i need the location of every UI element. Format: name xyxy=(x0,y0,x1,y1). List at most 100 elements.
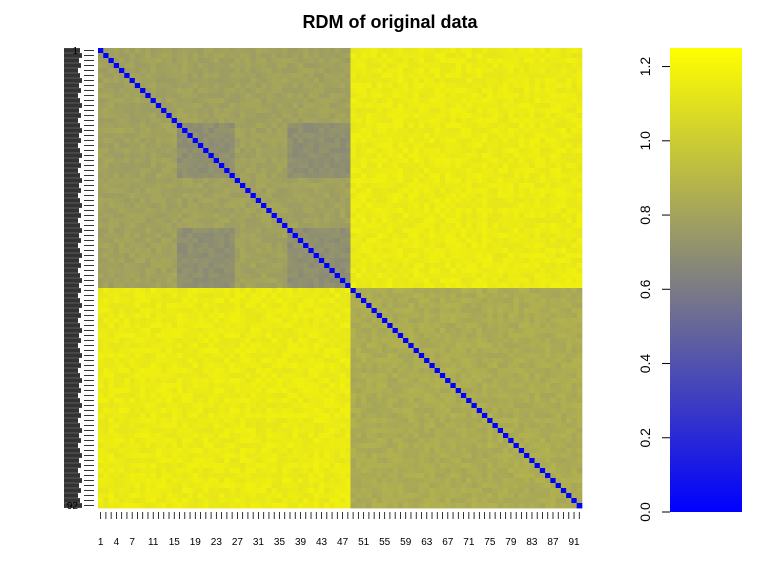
heatmap-cell xyxy=(98,208,104,214)
heatmap-cell xyxy=(539,303,546,309)
heatmap-cell xyxy=(334,188,341,194)
heatmap-cell xyxy=(387,133,393,139)
heatmap-cell xyxy=(292,108,299,114)
heatmap-cell xyxy=(534,83,541,89)
heatmap-cell xyxy=(261,253,267,259)
heatmap-cell xyxy=(481,303,488,309)
heatmap-cell xyxy=(134,83,141,89)
heatmap-cell xyxy=(376,273,383,279)
heatmap-cell xyxy=(119,98,125,104)
heatmap-cell xyxy=(292,73,299,79)
heatmap-cell xyxy=(129,208,136,214)
heatmap-cell xyxy=(366,178,372,184)
heatmap-cell xyxy=(403,213,409,219)
heatmap-cell xyxy=(192,228,199,234)
heatmap-cell xyxy=(445,293,451,299)
heatmap-cell xyxy=(508,128,514,134)
heatmap-cell xyxy=(203,58,209,64)
heatmap-cell xyxy=(329,103,336,109)
heatmap-cell xyxy=(529,123,535,129)
heatmap-cell xyxy=(418,98,425,104)
heatmap-cell xyxy=(550,103,557,109)
heatmap-cell xyxy=(434,198,441,204)
heatmap-cell xyxy=(297,253,304,259)
heatmap-cell xyxy=(413,243,420,249)
heatmap-cell xyxy=(197,63,204,69)
heatmap-cell xyxy=(224,273,230,279)
heatmap-cell xyxy=(318,238,325,244)
heatmap-cell xyxy=(492,298,499,304)
heatmap-cell xyxy=(345,113,351,119)
heatmap-cell xyxy=(318,78,325,84)
heatmap-cell xyxy=(240,258,246,264)
heatmap-cell xyxy=(113,303,120,309)
heatmap-cell xyxy=(418,188,425,194)
heatmap-cell xyxy=(403,163,409,169)
heatmap-cell xyxy=(350,163,357,169)
heatmap-cell xyxy=(318,258,325,264)
heatmap-cell xyxy=(261,78,267,84)
heatmap-cell xyxy=(266,263,272,269)
heatmap-cell xyxy=(161,248,167,254)
heatmap-cell xyxy=(460,263,467,269)
heatmap-cell xyxy=(324,198,330,204)
heatmap-cell xyxy=(255,303,262,309)
heatmap-cell xyxy=(387,203,393,209)
heatmap-cell xyxy=(313,288,320,294)
heatmap-cell xyxy=(450,143,457,149)
heatmap-cell xyxy=(255,288,262,294)
heatmap-cell xyxy=(371,158,378,164)
heatmap-cell xyxy=(292,203,299,209)
heatmap-cell xyxy=(376,123,383,129)
heatmap-cell xyxy=(224,93,230,99)
heatmap-cell xyxy=(487,233,493,239)
heatmap-cell xyxy=(234,58,241,64)
heatmap-cell xyxy=(466,273,472,279)
heatmap-cell xyxy=(397,168,404,174)
heatmap-cell xyxy=(271,83,278,89)
heatmap-cell xyxy=(145,208,151,214)
heatmap-cell xyxy=(324,128,330,134)
heatmap-cell xyxy=(550,123,557,129)
heatmap-cell xyxy=(460,308,467,314)
heatmap-cell xyxy=(534,88,541,94)
heatmap-cell xyxy=(140,148,146,154)
heatmap-cell xyxy=(366,153,372,159)
heatmap-cell xyxy=(487,308,493,314)
heatmap-cell xyxy=(429,138,436,144)
heatmap-cell xyxy=(445,313,451,319)
heatmap-cell xyxy=(303,223,309,229)
heatmap-cell xyxy=(297,68,304,74)
heatmap-cell xyxy=(213,308,220,314)
heatmap-cell xyxy=(339,198,346,204)
heatmap-cell xyxy=(276,133,283,139)
heatmap-cell xyxy=(182,278,188,284)
heatmap-cell xyxy=(397,48,404,54)
heatmap-cell xyxy=(508,213,514,219)
heatmap-cell xyxy=(155,263,162,269)
heatmap-cell xyxy=(203,308,209,314)
heatmap-cell xyxy=(566,263,572,269)
heatmap-cell xyxy=(408,83,414,89)
heatmap-cell xyxy=(424,218,430,224)
heatmap-cell xyxy=(413,233,420,239)
heatmap-cell xyxy=(408,118,414,124)
heatmap-cell xyxy=(371,303,378,309)
heatmap-cell xyxy=(187,293,194,299)
heatmap-cell xyxy=(413,83,420,89)
heatmap-cell xyxy=(292,283,299,289)
heatmap-cell xyxy=(134,73,141,79)
heatmap-cell xyxy=(361,48,367,54)
heatmap-cell xyxy=(150,98,157,104)
heatmap-cell xyxy=(497,163,504,169)
heatmap-cell xyxy=(171,63,178,69)
heatmap-cell xyxy=(140,193,146,199)
heatmap-cell xyxy=(103,123,109,129)
heatmap-cell xyxy=(182,248,188,254)
heatmap-cell xyxy=(313,258,320,264)
heatmap-cell xyxy=(481,103,488,109)
heatmap-cell xyxy=(266,103,272,109)
heatmap-cell xyxy=(140,318,146,324)
heatmap-cell xyxy=(350,198,357,204)
heatmap-cell xyxy=(229,173,236,179)
